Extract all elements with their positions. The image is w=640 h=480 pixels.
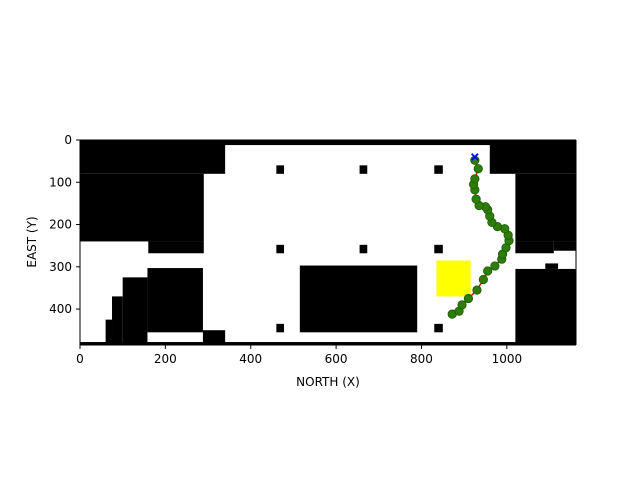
obstacle (80, 342, 576, 345)
obstacle (80, 173, 204, 242)
path-point (472, 285, 482, 295)
obstacle (515, 241, 554, 254)
obstacle (80, 140, 576, 146)
obstacle (434, 323, 443, 333)
obstacle (276, 244, 285, 254)
path-point (490, 261, 500, 271)
obstacle (558, 279, 576, 345)
obstacle (299, 265, 418, 333)
start-marker-stroke (471, 153, 479, 161)
x-tick-label: 800 (410, 352, 433, 366)
x-tick-label: 1000 (492, 352, 523, 366)
x-tick-label: 400 (239, 352, 262, 366)
obstacle (434, 244, 443, 254)
path-point (470, 174, 480, 184)
obstacle (489, 140, 576, 174)
y-tick-label: 100 (49, 175, 72, 189)
path-point (471, 194, 481, 204)
obstacle (105, 319, 113, 345)
path-point (457, 300, 467, 310)
obstacle (359, 244, 368, 254)
obstacle (148, 241, 204, 254)
y-tick-label: 0 (64, 133, 72, 147)
x-axis-label: NORTH (X) (296, 375, 360, 389)
obstacle (545, 263, 559, 269)
obstacle (515, 173, 576, 242)
y-tick-label: 400 (49, 302, 72, 316)
path-point (483, 266, 493, 276)
path-point (478, 274, 488, 285)
obstacle (112, 296, 123, 345)
y-axis-label: EAST (Y) (25, 216, 39, 267)
x-tick-label: 0 (76, 352, 84, 366)
obstacle (202, 330, 226, 345)
plot-area (80, 140, 576, 345)
obstacle (359, 165, 368, 174)
path-point (463, 293, 474, 304)
obstacle (122, 277, 148, 345)
start-marker (471, 153, 479, 161)
obstacle (276, 165, 285, 174)
x-tick-label: 600 (325, 352, 348, 366)
axes: 0 200 400 600 800 1000 0 100 200 300 400 (49, 133, 577, 366)
obstacle (147, 268, 203, 333)
y-tick-label: 200 (49, 218, 72, 232)
y-tick-label: 300 (49, 260, 72, 274)
obstacle (434, 165, 443, 174)
x-tick-label: 200 (154, 352, 177, 366)
obstacle (553, 241, 576, 251)
path-point (473, 164, 483, 174)
obstacle (276, 323, 285, 333)
obstacle (80, 140, 226, 174)
goal-region (436, 260, 471, 297)
